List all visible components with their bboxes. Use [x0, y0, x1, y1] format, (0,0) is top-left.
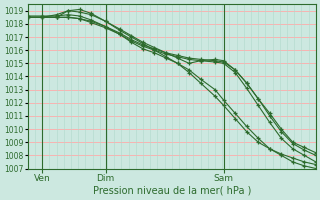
X-axis label: Pression niveau de la mer( hPa ): Pression niveau de la mer( hPa ): [92, 186, 251, 196]
